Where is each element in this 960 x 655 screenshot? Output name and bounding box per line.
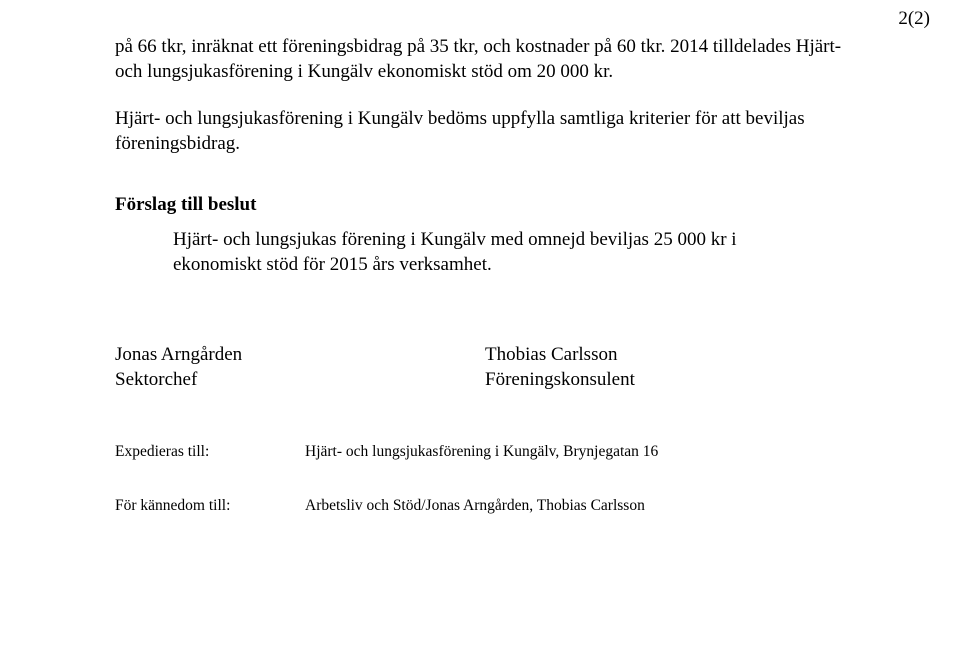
kannedom-label: För kännedom till:	[115, 496, 305, 516]
paragraph-intro: på 66 tkr, inräknat ett föreningsbidrag …	[115, 34, 845, 84]
document-page: 2(2) på 66 tkr, inräknat ett föreningsbi…	[0, 0, 960, 655]
expedieras-row: Expedieras till: Hjärt- och lungsjukasfö…	[115, 442, 845, 462]
signature-block: Jonas Arngården Sektorchef Thobias Carls…	[115, 342, 845, 392]
kannedom-row: För kännedom till: Arbetsliv och Stöd/Jo…	[115, 496, 845, 516]
signature-right: Thobias Carlsson Föreningskonsulent	[485, 342, 845, 392]
kannedom-value: Arbetsliv och Stöd/Jonas Arngården, Thob…	[305, 496, 845, 516]
sig-left-title: Sektorchef	[115, 367, 485, 392]
sig-right-name: Thobias Carlsson	[485, 342, 845, 367]
decision-text: Hjärt- och lungsjukas förening i Kungälv…	[173, 227, 805, 277]
expedieras-label: Expedieras till:	[115, 442, 305, 462]
sig-right-title: Föreningskonsulent	[485, 367, 845, 392]
page-number: 2(2)	[898, 6, 930, 31]
signature-left: Jonas Arngården Sektorchef	[115, 342, 485, 392]
heading-proposal: Förslag till beslut	[115, 192, 845, 217]
sig-left-name: Jonas Arngården	[115, 342, 485, 367]
paragraph-criteria: Hjärt- och lungsjukasförening i Kungälv …	[115, 106, 845, 156]
expedieras-value: Hjärt- och lungsjukasförening i Kungälv,…	[305, 442, 845, 462]
